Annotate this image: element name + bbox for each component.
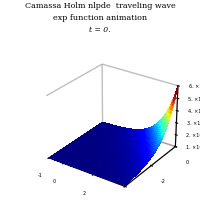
Text: t = 0.: t = 0. <box>89 26 111 34</box>
Text: exp function animation: exp function animation <box>53 14 147 22</box>
Text: Camassa Holm nlpde  traveling wave: Camassa Holm nlpde traveling wave <box>25 2 175 10</box>
